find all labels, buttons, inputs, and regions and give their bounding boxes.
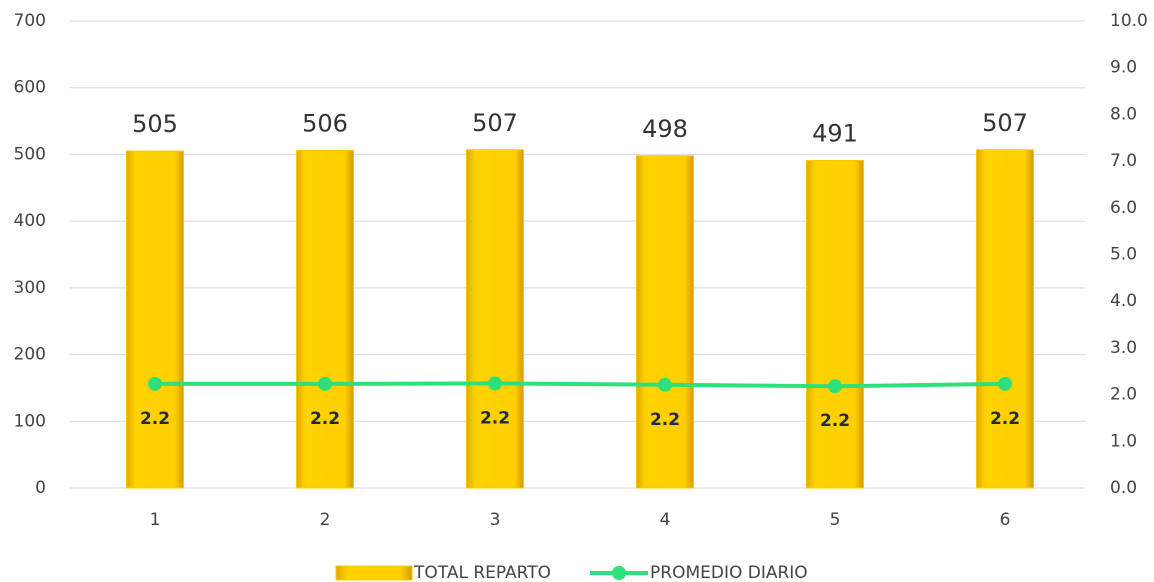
y2-tick-label: 5.0 (1110, 245, 1137, 265)
x-tick-label: 6 (1000, 510, 1011, 530)
legend-label: PROMEDIO DIARIO (650, 563, 808, 582)
line-value-label: 2.2 (990, 409, 1020, 429)
y2-tick-label: 7.0 (1110, 151, 1137, 171)
line-value-label: 2.2 (140, 409, 170, 429)
x-tick-label: 1 (150, 510, 161, 530)
line-point (658, 377, 672, 392)
y-tick-label: 300 (14, 278, 46, 298)
x-tick-label: 3 (490, 510, 501, 530)
bar (806, 159, 864, 489)
y2-tick-label: 3.0 (1110, 338, 1137, 358)
bar-value-label: 505 (132, 110, 178, 138)
line-point (318, 376, 332, 391)
y2-tick-label: 1.0 (1110, 431, 1137, 451)
bar (126, 150, 184, 489)
bar-value-label: 498 (642, 115, 688, 143)
x-tick-label: 2 (320, 510, 331, 530)
y2-tick-label: 2.0 (1110, 385, 1137, 405)
y-tick-label: 100 (14, 411, 46, 431)
line-value-label: 2.2 (480, 408, 510, 428)
bar (636, 155, 694, 489)
line-value-label: 2.2 (310, 409, 340, 429)
x-tick-label: 4 (660, 510, 671, 530)
line-point (488, 376, 502, 391)
line-point (828, 379, 842, 394)
line (155, 381, 1006, 389)
y-tick-label: 200 (14, 345, 46, 365)
line-point (148, 376, 162, 391)
y2-tick-label: 10.0 (1110, 11, 1148, 31)
bar-value-label: 507 (982, 109, 1028, 137)
y2-tick-label: 8.0 (1110, 104, 1137, 124)
legend-label: TOTAL REPARTO (413, 563, 551, 582)
line-value-label: 2.2 (650, 410, 680, 430)
y-tick-label: 700 (14, 11, 46, 31)
y2-tick-label: 9.0 (1110, 58, 1137, 78)
y2-tick-label: 0.0 (1110, 478, 1137, 498)
bar (976, 149, 1034, 489)
y-tick-label: 600 (14, 78, 46, 98)
y2-tick-label: 4.0 (1110, 291, 1137, 311)
bar-value-label: 491 (812, 119, 858, 147)
line-value-label: 2.2 (820, 411, 850, 431)
bar (466, 149, 524, 489)
y-tick-label: 0 (35, 478, 46, 498)
legend-swatch (335, 565, 413, 581)
line-point (998, 376, 1012, 391)
y2-tick-label: 6.0 (1110, 198, 1137, 218)
y-tick-label: 400 (14, 211, 46, 231)
bar-value-label: 506 (302, 109, 348, 137)
legend-swatch-point (612, 566, 626, 580)
bar-value-label: 507 (472, 109, 518, 137)
bar (296, 149, 354, 489)
x-tick-label: 5 (830, 510, 841, 530)
y-tick-label: 500 (14, 144, 46, 164)
